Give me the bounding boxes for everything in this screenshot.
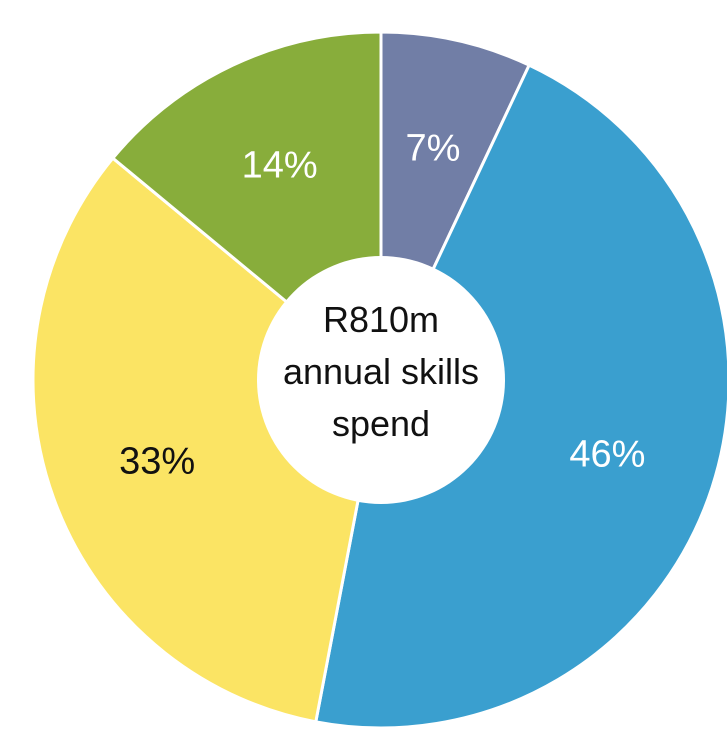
center-text-line-3: spend	[332, 403, 430, 444]
slice-label-4: 14%	[242, 145, 318, 187]
slice-label-2: 46%	[569, 434, 645, 476]
donut-slice-2	[314, 63, 727, 729]
center-text-line-2: annual skills	[283, 351, 479, 392]
center-text-line-1: R810m	[323, 299, 439, 340]
slice-labels: 7% 46% 33% 14%	[119, 128, 645, 483]
donut-center-hole	[257, 256, 505, 504]
donut-slice-3	[31, 156, 383, 724]
slice-label-1: 7%	[405, 128, 460, 170]
slice-label-3: 33%	[119, 441, 195, 483]
